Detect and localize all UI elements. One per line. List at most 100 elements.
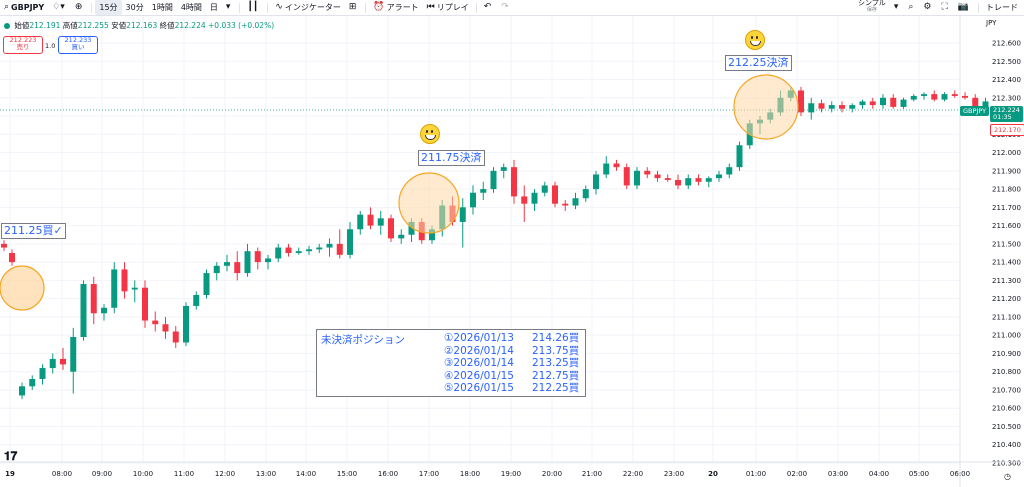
position-row: ②2026/01/14 213.75買 — [444, 345, 579, 358]
chevron-down-icon: ▾ — [893, 2, 899, 12]
y-tick-label: 211.700 — [992, 204, 1021, 212]
candle-body — [541, 185, 548, 193]
search-icon: ⌕ — [908, 2, 914, 12]
settings-button[interactable]: ⚙ — [919, 0, 937, 15]
candle-body — [716, 174, 722, 179]
undo-icon: ↶ — [483, 2, 492, 12]
interval-30m[interactable]: 30分 — [125, 3, 144, 12]
candle-body — [9, 253, 15, 263]
current-price: 212.224 — [993, 106, 1020, 114]
candle-body — [29, 379, 36, 387]
candle-body — [490, 170, 497, 190]
candle-body — [70, 337, 77, 372]
candle-body — [972, 97, 979, 113]
candle-body — [162, 324, 169, 332]
templates-button[interactable]: ⊞ — [345, 0, 363, 15]
candle-body — [111, 269, 118, 308]
interval-1h[interactable]: 1時間 — [151, 3, 173, 12]
annotation-entry[interactable]: 211.25買✓ — [1, 223, 66, 239]
quick-search-button[interactable]: ⌕ — [904, 0, 919, 15]
candle-body — [644, 170, 651, 175]
compare-button[interactable]: ⊕ — [71, 0, 89, 15]
y-tick-label: 211.900 — [992, 167, 1021, 175]
candle-body — [654, 174, 661, 179]
candle-body — [931, 94, 938, 100]
position-price: 212.75買 — [532, 369, 580, 382]
screenshot-button[interactable]: 📷 — [954, 0, 975, 15]
x-tick-label: 04:00 — [869, 470, 889, 478]
redo-button[interactable]: ↷ — [497, 0, 515, 15]
y-tick-label: 210.700 — [992, 386, 1021, 394]
alert-button[interactable]: ⏰ アラート — [369, 0, 422, 15]
candle-body — [429, 229, 435, 241]
candle-body — [511, 167, 517, 197]
alert-icon: ⏰ — [373, 2, 385, 12]
sell-button[interactable]: 212.223 売り — [3, 36, 43, 54]
y-tick-label: 212.000 — [992, 149, 1021, 157]
price-axis[interactable]: 212.600212.500212.400212.300212.200212.1… — [959, 16, 1021, 487]
annotation-exit-2[interactable]: 212.25決済 — [725, 55, 792, 71]
templates-icon: ⊞ — [348, 2, 357, 12]
price-chart[interactable]: 212.600212.500212.400212.300212.200212.1… — [0, 16, 1024, 487]
x-tick-label: 06:00 — [950, 470, 970, 478]
y-tick-label: 211.800 — [992, 186, 1021, 194]
candle-body — [183, 305, 189, 343]
divider — [978, 2, 979, 13]
candle-body — [521, 196, 528, 204]
indicators-label: インジケーター — [284, 3, 341, 12]
x-tick-label: 11:00 — [174, 470, 194, 478]
symbol-badge: GBPJPY — [960, 106, 990, 116]
interval-4h[interactable]: 4時間 — [180, 3, 202, 12]
undo-button[interactable]: ↶ — [480, 0, 498, 15]
y-tick-label: 211.100 — [992, 313, 1021, 321]
buy-label: 買い — [71, 43, 85, 51]
buy-button[interactable]: 212.233 買い — [58, 36, 98, 54]
position-price: 213.75買 — [532, 344, 580, 357]
fullscreen-button[interactable]: ⛶ — [937, 0, 953, 15]
sell-label: 売り — [16, 43, 30, 51]
replay-label: リプレイ — [436, 3, 469, 12]
candle-body — [675, 179, 681, 186]
highlight-circle — [733, 74, 799, 140]
candle-body — [572, 198, 579, 206]
candle-body — [193, 295, 200, 306]
symbol-search-button[interactable]: ⌕ GBPJPY — [0, 0, 48, 15]
candle-body — [90, 284, 97, 314]
candle-body — [213, 265, 220, 274]
position-date: ①2026/01/13 — [444, 332, 514, 344]
candle-body — [705, 178, 712, 182]
clock-icon[interactable]: ◷ — [1004, 472, 1011, 481]
divider — [239, 2, 241, 13]
symbol-label: GBPJPY — [11, 3, 45, 12]
layout-dropdown[interactable]: ▾ — [890, 0, 905, 15]
highlight-circle — [0, 265, 45, 311]
candle-body — [316, 247, 323, 250]
currency-label: JPY — [986, 19, 997, 27]
highlight-circles — [0, 74, 799, 311]
interval-15m[interactable]: 15分 — [95, 0, 122, 15]
close-value: 212.224 — [174, 21, 206, 30]
time-axis[interactable]: 19 08:00 09:00 10:00 11:00 12:00 13:00 14:00 15:… — [0, 461, 1024, 478]
trade-button[interactable]: トレード — [986, 3, 1018, 12]
replay-button[interactable]: ⏮ リプレイ — [423, 0, 473, 15]
y-tick-label: 211.600 — [992, 222, 1021, 230]
interval-dropdown[interactable]: ▾ — [222, 0, 237, 15]
interval-1d[interactable]: 日 — [209, 3, 218, 12]
x-tick-label: 14:00 — [296, 470, 316, 478]
candle-body — [377, 218, 384, 226]
candle-body — [685, 178, 692, 186]
candle-style-button[interactable]: ┃┃ — [243, 0, 264, 15]
candle-body — [224, 262, 230, 266]
annotation-exit-1[interactable]: 211.75決済 — [418, 150, 485, 166]
candle-body — [152, 320, 159, 325]
x-tick-label: 15:00 — [337, 470, 357, 478]
candle-body — [849, 105, 856, 109]
position-date: ⑤2026/01/15 — [444, 382, 514, 394]
layout-button[interactable]: シンプル 保存 — [854, 0, 890, 15]
y-tick-label: 210.800 — [992, 368, 1021, 376]
sell-price: 212.223 — [9, 36, 37, 44]
open-positions-panel[interactable]: 未決済ポジション ①2026/01/13 214.26買 ②2026/01/14 2… — [316, 329, 586, 397]
chart-type-button[interactable]: ♢▾ — [48, 0, 71, 15]
candle-body — [470, 192, 476, 208]
indicators-button[interactable]: ∿ インジケーター — [271, 0, 345, 15]
